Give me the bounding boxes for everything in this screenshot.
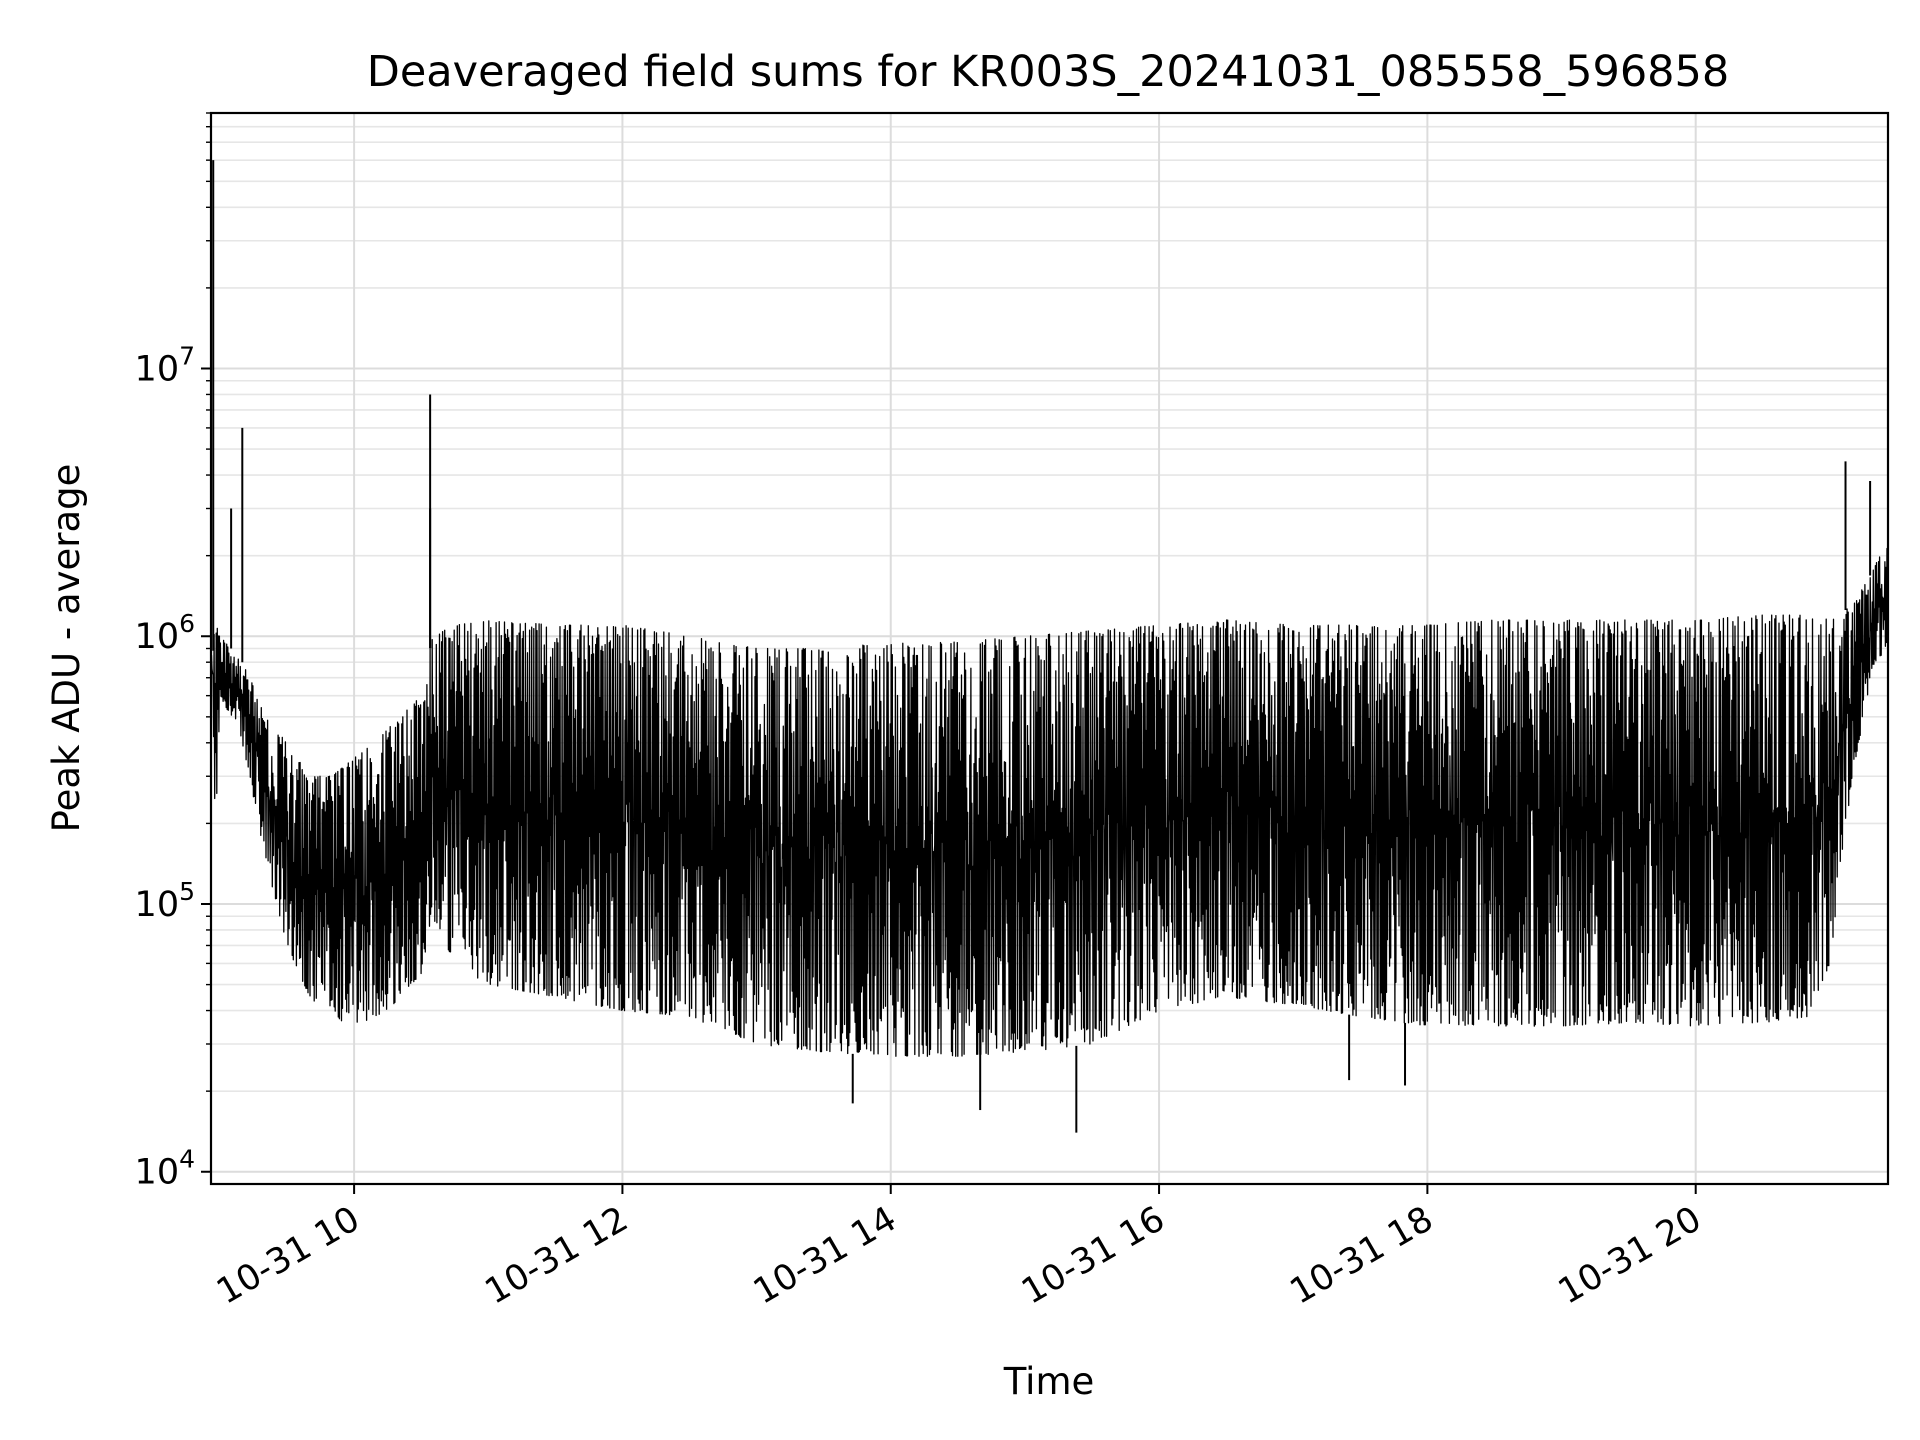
y-tick-label: 104 (135, 1145, 195, 1193)
y-tick-label: 105 (135, 877, 195, 925)
series-line (210, 547, 1889, 1057)
y-tick-label: 106 (135, 609, 195, 657)
chart-title: Deaveraged field sums for KR003S_2024103… (367, 47, 1730, 97)
y-axis-label: Peak ADU - average (45, 464, 88, 833)
x-axis-label: Time (1003, 1360, 1095, 1403)
data-series (210, 160, 1889, 1133)
y-tick-label: 107 (135, 341, 195, 389)
y-axis-ticks: 104 105 106 107 (135, 112, 211, 1193)
